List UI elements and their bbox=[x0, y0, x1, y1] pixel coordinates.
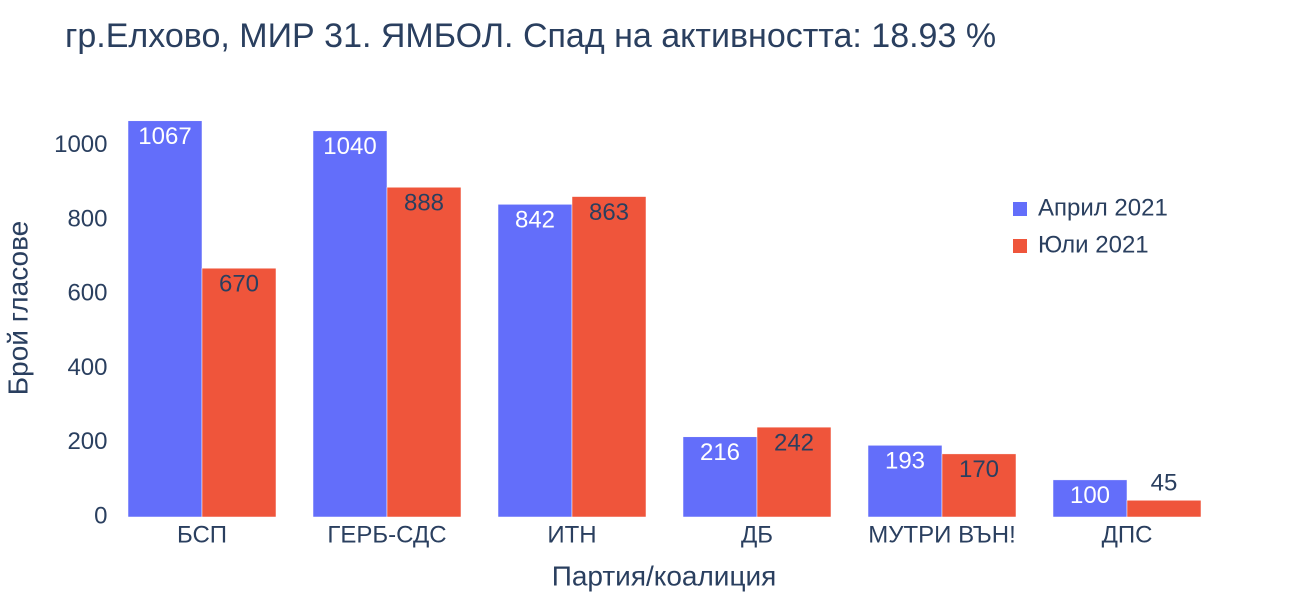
y-axis-title: Брой гласове bbox=[2, 221, 33, 395]
x-tick-label: МУТРИ ВЪН! bbox=[868, 521, 1015, 548]
y-tick-label: 0 bbox=[94, 502, 107, 529]
legend-label: Април 2021 bbox=[1038, 194, 1168, 221]
legend-label: Юли 2021 bbox=[1038, 231, 1149, 258]
x-tick-label: БСП bbox=[177, 521, 227, 548]
bar bbox=[127, 120, 203, 518]
x-tick-label: ИТН bbox=[547, 521, 596, 548]
value-label: 842 bbox=[515, 207, 555, 234]
value-label: 100 bbox=[1070, 482, 1110, 509]
value-label: 1040 bbox=[323, 133, 376, 160]
value-label: 45 bbox=[1151, 470, 1178, 497]
value-label: 888 bbox=[404, 190, 444, 217]
y-tick-label: 600 bbox=[67, 280, 107, 307]
bar bbox=[386, 187, 462, 518]
x-tick-label: ГЕРБ-СДС bbox=[327, 521, 446, 548]
bar bbox=[1052, 479, 1128, 518]
value-label: 170 bbox=[959, 456, 999, 483]
bar bbox=[571, 196, 647, 518]
value-label: 863 bbox=[589, 199, 629, 226]
bar bbox=[756, 426, 832, 518]
y-tick-label: 800 bbox=[67, 205, 107, 232]
x-tick-label: ДПС bbox=[1102, 521, 1153, 548]
bar bbox=[497, 204, 573, 518]
value-label: 216 bbox=[700, 439, 740, 466]
bar bbox=[682, 436, 758, 518]
bar bbox=[201, 267, 277, 518]
chart-title: гр.Елхово, МИР 31. ЯМБОЛ. Спад на активн… bbox=[65, 17, 996, 55]
legend-swatch bbox=[1013, 202, 1027, 216]
value-label: 670 bbox=[219, 271, 259, 298]
bar bbox=[867, 445, 943, 518]
x-axis-title: Партия/коалиция bbox=[552, 560, 777, 591]
value-label: 193 bbox=[885, 448, 925, 475]
y-tick-label: 200 bbox=[67, 428, 107, 455]
legend-swatch bbox=[1013, 239, 1027, 253]
bar bbox=[1126, 500, 1202, 518]
y-tick-label: 400 bbox=[67, 354, 107, 381]
x-tick-label: ДБ bbox=[741, 521, 773, 548]
bar bbox=[941, 453, 1017, 518]
bar bbox=[312, 130, 388, 518]
y-tick-label: 1000 bbox=[54, 131, 107, 158]
value-label: 242 bbox=[774, 429, 814, 456]
value-label: 1067 bbox=[138, 123, 191, 150]
